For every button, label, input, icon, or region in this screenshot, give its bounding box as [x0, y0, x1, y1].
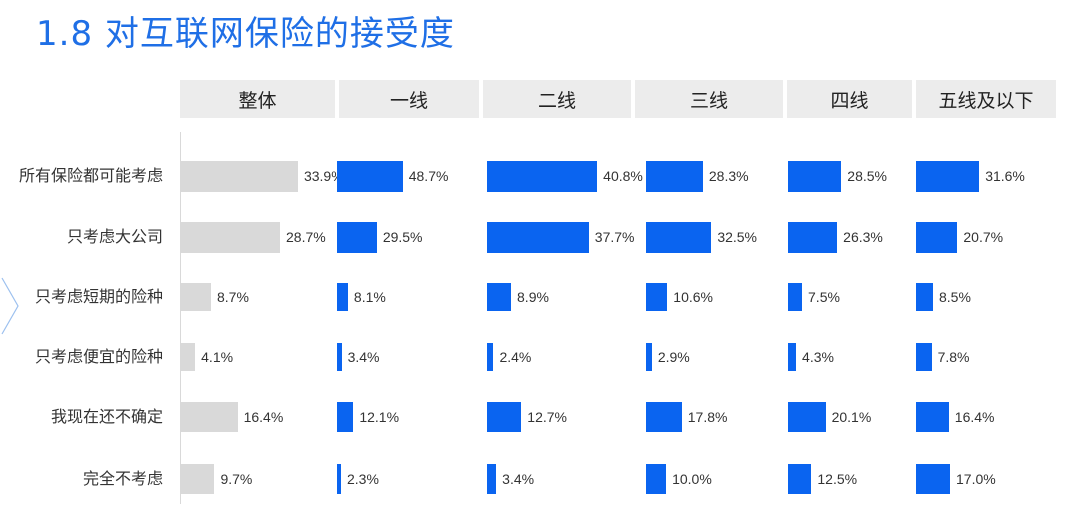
bar [337, 160, 403, 192]
bar [916, 160, 980, 192]
bar [487, 343, 494, 371]
data-label: 3.4% [502, 471, 535, 487]
data-label: 2.3% [347, 471, 379, 487]
data-label: 2.4% [499, 349, 532, 365]
bar [487, 283, 512, 311]
data-label: 12.7% [527, 409, 567, 425]
bar [181, 464, 215, 494]
column-header: 一线 [339, 80, 479, 118]
data-label: 7.5% [808, 289, 840, 305]
bar [337, 283, 348, 311]
bar [337, 221, 377, 253]
bar [916, 221, 958, 253]
category-label: 完全不考虑 [82, 469, 163, 488]
bar [646, 160, 703, 192]
data-label: 20.1% [831, 409, 872, 425]
data-label: 29.5% [382, 229, 423, 245]
data-label: 48.7% [408, 168, 449, 184]
bar [646, 343, 652, 371]
bar [646, 221, 712, 253]
page-title: 1.8 对互联网保险的接受度 [36, 14, 455, 54]
bar [487, 402, 522, 432]
bar [181, 221, 280, 253]
bar [788, 221, 838, 253]
bar [788, 343, 797, 371]
data-label: 28.3% [708, 168, 749, 184]
category-label: 我现在还不确定 [50, 407, 163, 426]
column-header: 三线 [635, 80, 783, 118]
bar [788, 402, 826, 432]
bar [916, 464, 950, 494]
chevron-right-icon [1, 277, 19, 335]
bar [181, 343, 196, 371]
bar [788, 160, 842, 192]
bar [181, 283, 211, 311]
data-label: 17.0% [956, 471, 996, 487]
category-label: 只考虑短期的险种 [34, 287, 163, 306]
data-label: 3.4% [347, 349, 380, 365]
bar [916, 283, 933, 311]
data-label: 20.7% [963, 229, 1004, 245]
bar [646, 464, 667, 494]
data-label: 28.5% [847, 168, 887, 184]
data-label: 12.1% [359, 409, 400, 425]
column-header: 五线及以下 [916, 80, 1056, 118]
data-label: 28.7% [286, 229, 326, 245]
bar [646, 402, 682, 432]
data-label: 16.4% [954, 409, 995, 425]
data-label: 32.5% [717, 229, 758, 245]
category-label: 只考虑便宜的险种 [34, 347, 163, 366]
bar [788, 283, 803, 311]
data-label: 40.8% [603, 168, 643, 184]
bar [337, 464, 341, 494]
data-label: 10.6% [673, 289, 713, 305]
data-label: 33.9% [303, 168, 344, 184]
column-header: 二线 [483, 80, 631, 118]
bar [487, 221, 589, 253]
bar [788, 464, 812, 494]
data-label: 8.5% [939, 289, 971, 305]
bar [916, 402, 949, 432]
data-label: 8.9% [517, 289, 549, 305]
bar [916, 343, 932, 371]
column-header: 四线 [787, 80, 912, 118]
bar [487, 160, 598, 192]
bar [337, 402, 354, 432]
data-label: 7.8% [937, 349, 970, 365]
bar [181, 402, 238, 432]
column-header: 整体 [180, 80, 335, 118]
data-label: 17.8% [687, 409, 728, 425]
data-label: 37.7% [594, 229, 635, 245]
bar [181, 160, 298, 192]
bar [646, 283, 668, 311]
data-label: 4.1% [201, 349, 234, 365]
data-label: 8.1% [353, 289, 386, 305]
data-label: 16.4% [243, 409, 284, 425]
data-label: 8.7% [217, 289, 249, 305]
data-label: 9.7% [220, 471, 253, 487]
data-label: 10.0% [672, 471, 712, 487]
data-label: 2.9% [657, 349, 690, 365]
data-label: 12.5% [817, 471, 858, 487]
category-axis-line [180, 132, 181, 504]
category-label: 所有保险都可能考虑 [18, 166, 163, 185]
bar [487, 464, 497, 494]
data-label: 31.6% [985, 168, 1025, 184]
data-label: 26.3% [843, 229, 883, 245]
bar [337, 343, 342, 371]
data-label: 4.3% [802, 349, 834, 365]
category-label: 只考虑大公司 [66, 227, 163, 246]
